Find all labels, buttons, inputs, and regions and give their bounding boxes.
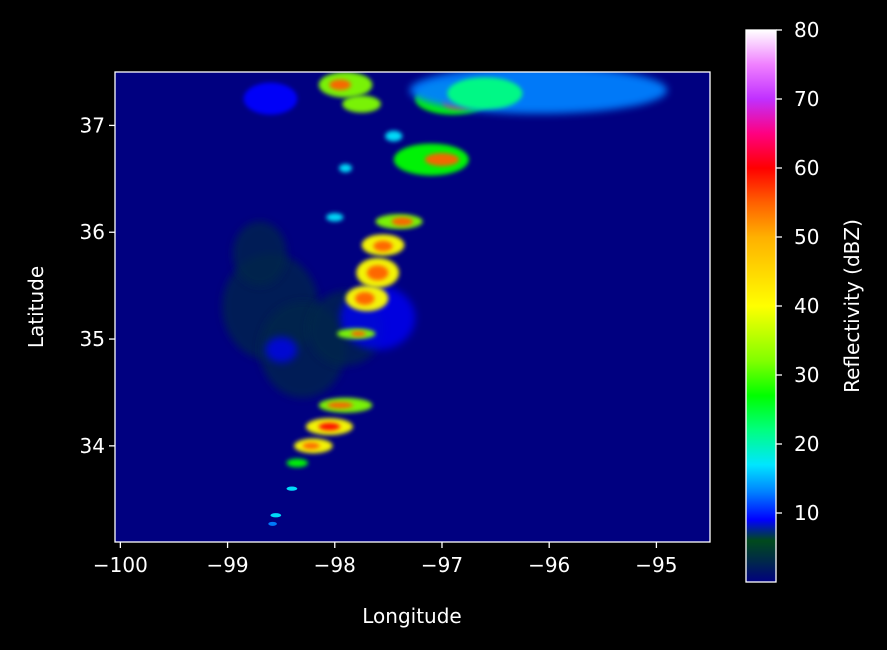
reflectivity-cell-36 [385,130,403,142]
x-axis: −100 −99 −98 −97 −96 −95 [93,542,678,577]
reflectivity-cell-31 [447,77,523,110]
x-tick-label-0: −100 [93,553,148,577]
y-tick-label-0: 34 [80,434,105,458]
reflectivity-cell-37 [339,163,352,173]
colorbar-label: Reflectivity (dBZ) [840,219,864,393]
reflectivity-cell-33 [329,79,351,91]
colorbar-ticks: 10 20 30 40 50 60 70 80 [776,18,819,525]
x-tick-label-4: −96 [528,553,570,577]
colorbar-tick-label-7: 80 [794,18,819,42]
reflectivity-cell-7 [391,217,414,226]
plot-frame [114,71,711,543]
x-axis-label: Longitude [362,604,461,628]
reflectivity-cell-27 [424,153,460,166]
reflectivity-cell-38 [326,213,344,222]
x-tick-label-3: −97 [421,553,463,577]
reflectivity-cell-19 [318,422,341,431]
colorbar-tick-label-0: 10 [794,501,819,525]
colorbar: 10 20 30 40 50 60 70 80 Reflectivity (dBZ) [745,18,864,583]
y-axis-label: Latitude [24,266,48,348]
reflectivity-cell-13 [355,292,375,305]
x-tick-label-2: −98 [314,553,356,577]
reflectivity-cell-5 [265,336,298,363]
colorbar-tick-label-1: 20 [794,432,819,456]
reflectivity-cell-22 [286,458,308,468]
colorbar-tick-label-4: 50 [794,225,819,249]
colorbar-gradient [746,30,776,582]
y-tick-label-2: 36 [80,220,105,244]
reflectivity-cell-23 [286,486,298,491]
y-tick-label-1: 35 [80,327,105,351]
y-axis: 34 35 36 37 [80,113,115,458]
reflectivity-cell-9 [373,240,393,252]
reflectivity-cell-25 [268,521,277,526]
colorbar-tick-label-6: 70 [794,87,819,111]
reflectivity-cell-35 [243,82,298,115]
y-tick-label-3: 37 [80,113,105,137]
reflectivity-cell-15 [350,331,366,337]
reflectivity-cell-17 [327,402,353,409]
reflectivity-cell-3 [232,221,287,286]
reflectivity-cell-24 [270,513,282,518]
colorbar-tick-label-5: 60 [794,156,819,180]
x-tick-label-1: −99 [206,553,248,577]
radar-heatmap-layer [222,72,668,526]
colorbar-tick-label-2: 30 [794,363,819,387]
reflectivity-cell-21 [302,442,320,450]
x-tick-label-5: −95 [635,553,677,577]
reflectivity-cell-34 [342,95,381,113]
colorbar-tick-label-3: 40 [794,294,819,318]
reflectivity-cell-11 [366,265,389,281]
